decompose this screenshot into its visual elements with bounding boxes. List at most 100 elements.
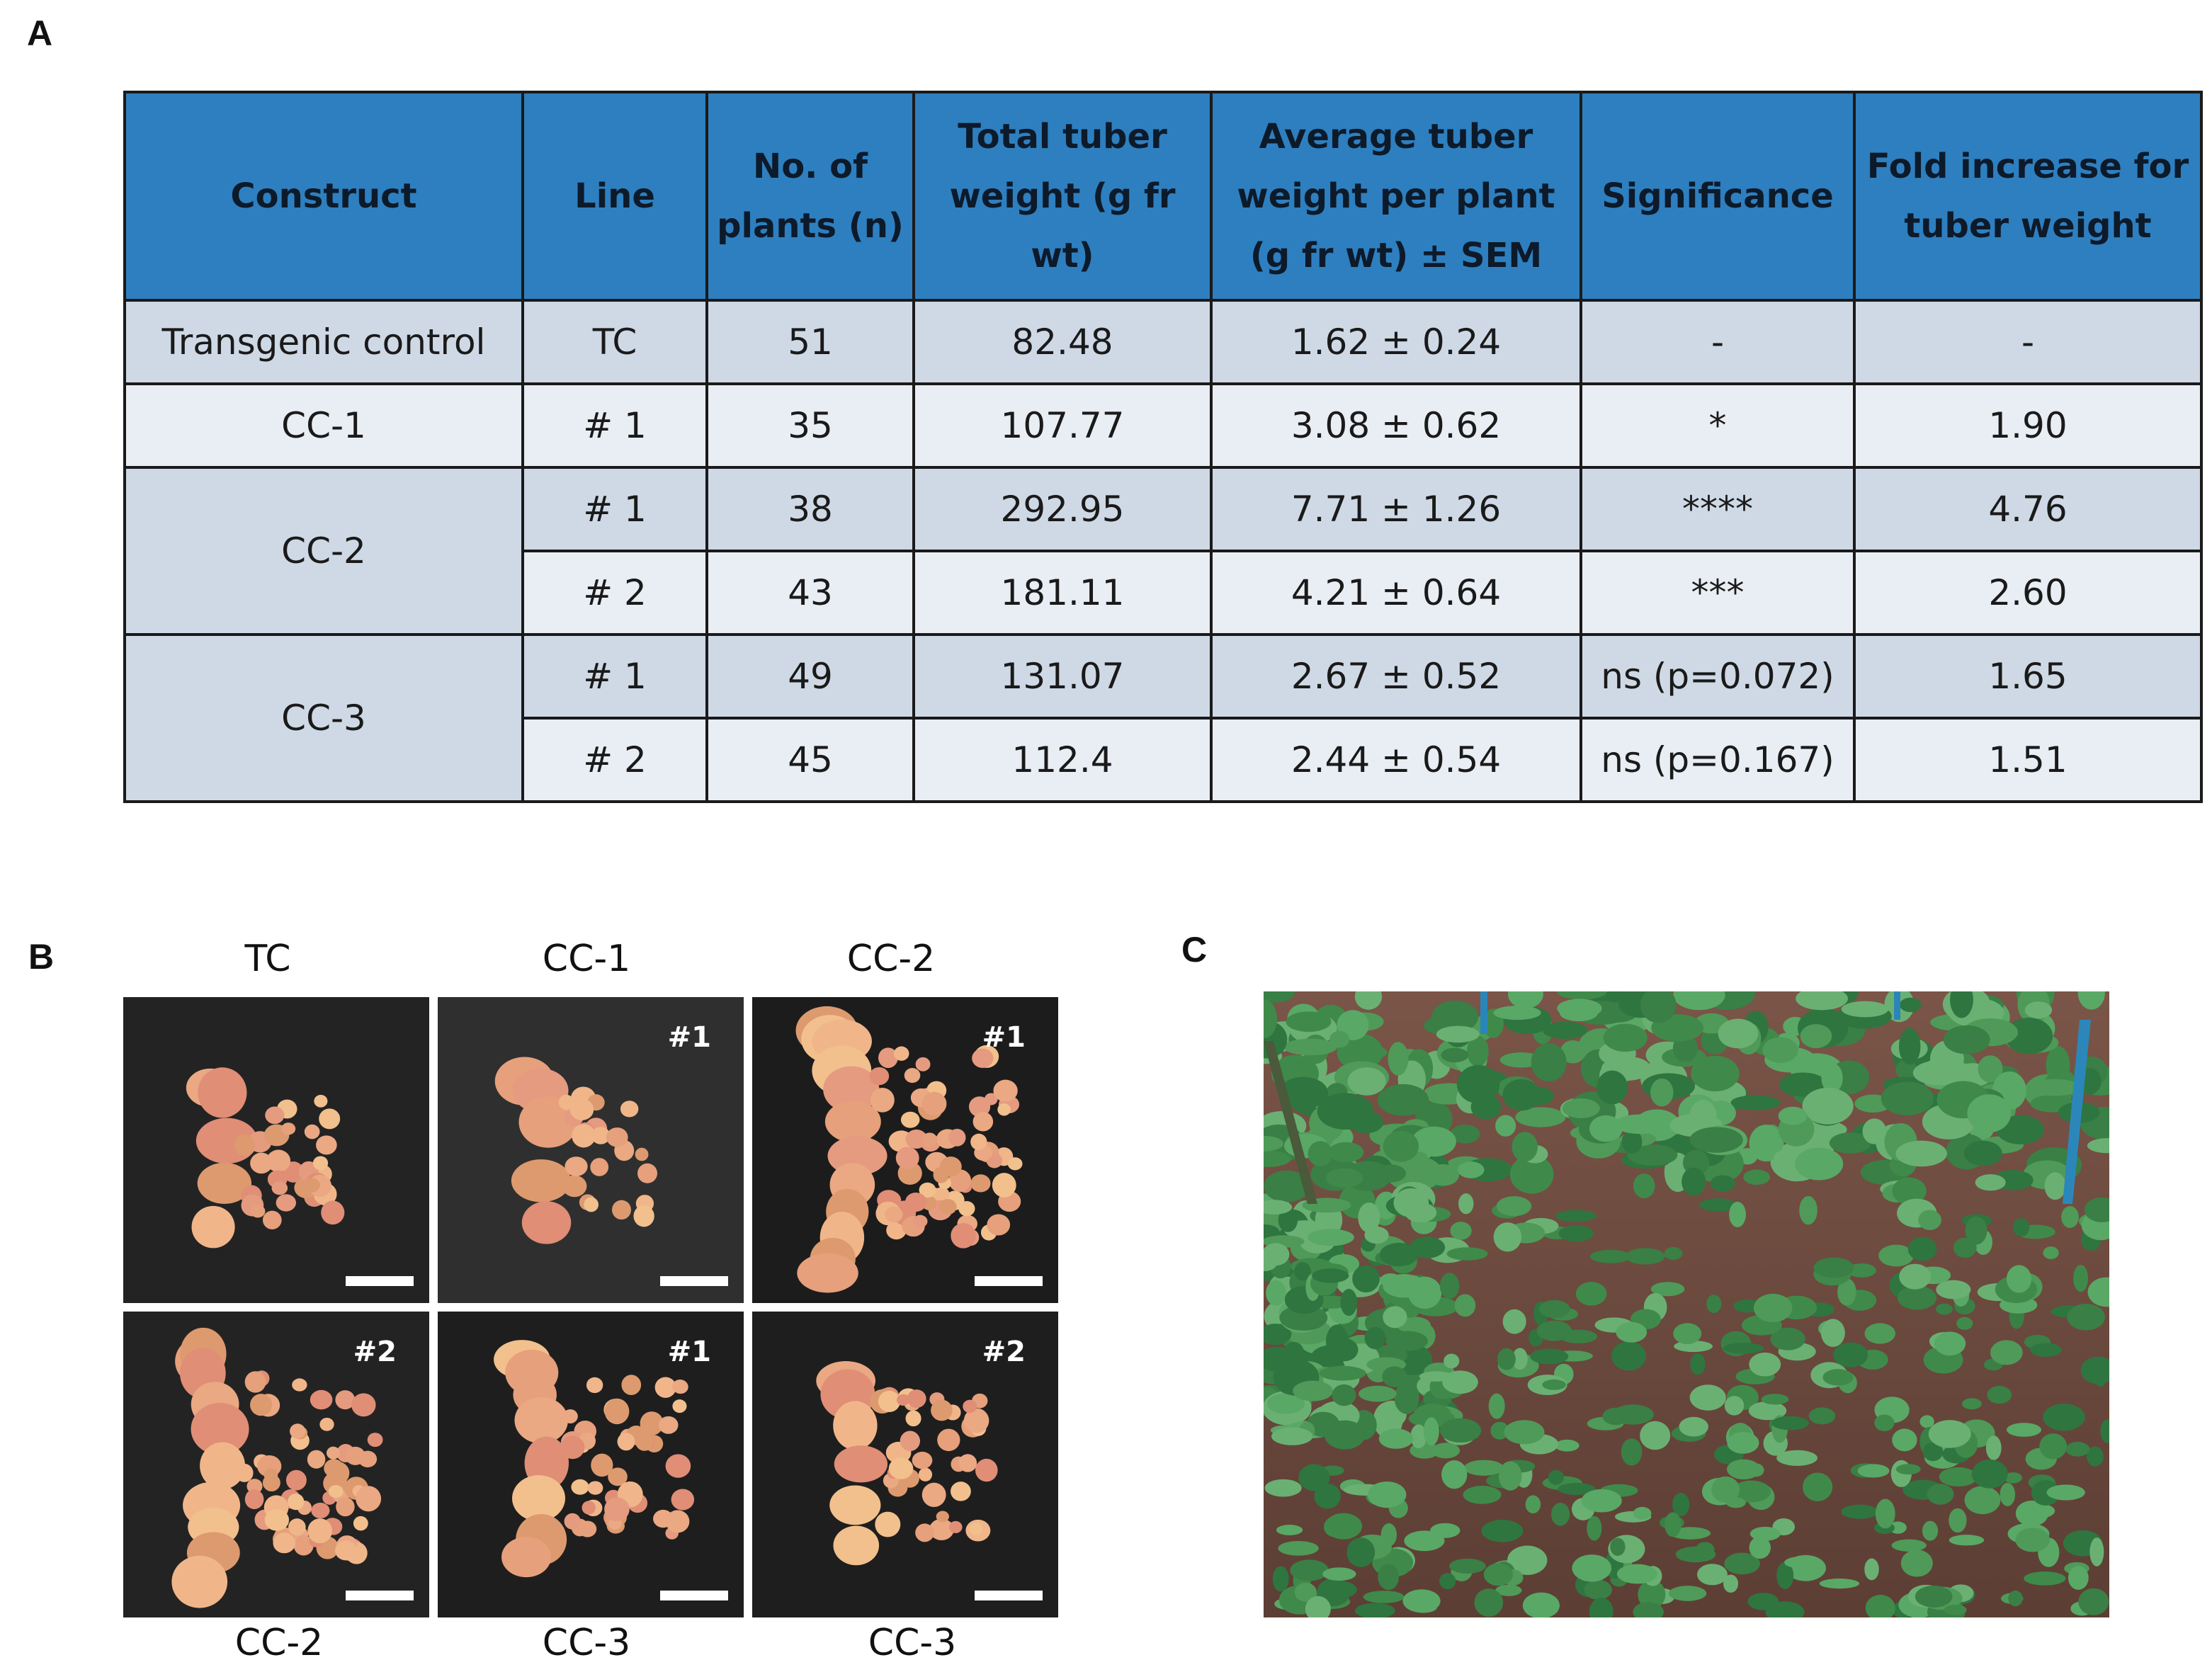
foliage-mark <box>1555 1210 1597 1222</box>
tuber-photo <box>123 997 429 1303</box>
foliage-mark <box>1278 1208 1298 1232</box>
foliage-mark <box>1557 991 1607 1000</box>
tuber-mark <box>900 1431 921 1452</box>
foliage-mark <box>1895 1140 1948 1167</box>
header-construct: Construct <box>123 91 524 302</box>
tuber-photo: #2 <box>752 1312 1058 1617</box>
tuber-mark <box>672 1380 688 1394</box>
foliage-mark <box>1383 1130 1419 1162</box>
foliage-mark <box>1761 1394 1789 1405</box>
foliage-mark <box>1864 1323 1896 1344</box>
foliage-mark <box>1975 1174 2006 1191</box>
cell-sig: *** <box>1579 550 1856 636</box>
foliage-mark <box>1562 1098 1600 1119</box>
foliage-mark <box>1444 1353 1460 1369</box>
foliage-mark <box>1337 1033 1383 1071</box>
foliage-mark <box>1502 1309 1526 1334</box>
cell-line: # 2 <box>521 717 708 803</box>
tuber-mark <box>606 1127 628 1147</box>
cell-line: # 1 <box>521 466 708 552</box>
foliage-mark <box>1405 1202 1437 1223</box>
tuber-mark <box>501 1537 552 1578</box>
foliage-mark <box>1673 991 1725 1011</box>
photo-label-top: CC-2 <box>846 938 936 980</box>
tuber-photo: #1 <box>752 997 1058 1303</box>
photo-label-top: CC-1 <box>542 938 631 980</box>
foliage-mark <box>2061 1206 2079 1228</box>
foliage-mark <box>1504 1420 1545 1445</box>
tuber-mark <box>972 1048 994 1068</box>
tuber-mark <box>564 1513 581 1530</box>
foliage-mark <box>1525 1495 1541 1514</box>
tuber-mark <box>582 1501 596 1515</box>
foliage-mark <box>2044 1172 2066 1200</box>
cell-line: # 2 <box>521 550 708 636</box>
foliage-mark <box>1965 1216 1987 1245</box>
tuber-mark <box>833 1401 878 1450</box>
foliage-mark <box>1813 1257 1854 1278</box>
tuber-mark <box>997 1103 1011 1116</box>
table-row: CC-1 # 1 35 107.77 3.08 ± 0.62 * 1.90 <box>123 382 2203 469</box>
header-average-weight: Average tuber weight per plant (g fr wt) ±… <box>1210 91 1582 302</box>
foliage-mark <box>1375 1164 1407 1183</box>
foliage-mark <box>1864 1558 1879 1581</box>
tuber-photo: #1 <box>438 1312 744 1617</box>
foliage-mark <box>1664 1512 1681 1537</box>
foliage-mark <box>1454 1294 1476 1317</box>
foliage-mark <box>1819 1579 1860 1589</box>
tuber-mark <box>929 1518 954 1540</box>
foliage-mark <box>1272 1566 1289 1592</box>
tuber-mark <box>262 1210 282 1229</box>
foliage-mark <box>2087 1277 2109 1307</box>
foliage-mark <box>1985 1435 2002 1460</box>
foliage-mark <box>1664 1246 1683 1261</box>
scale-bar <box>660 1591 728 1600</box>
tuber-mark <box>191 1205 235 1249</box>
foliage-mark <box>2008 1590 2023 1607</box>
tuber-mark <box>314 1094 328 1108</box>
foliage-mark <box>1803 1472 1833 1501</box>
foliage-mark <box>1927 1484 1954 1505</box>
tuber-mark <box>886 1221 907 1240</box>
foliage-mark <box>1559 1005 1598 1022</box>
tuber-mark <box>611 1200 631 1220</box>
header-significance: Significance <box>1579 91 1856 302</box>
tuber-mark <box>285 1469 307 1491</box>
foliage-mark <box>1895 1464 1921 1475</box>
foliage-mark <box>1388 1042 1409 1076</box>
tuber-mark <box>635 1431 654 1451</box>
tuber-mark <box>292 1378 307 1392</box>
photo-line-tag: #2 <box>982 1336 1026 1368</box>
tuber-mark <box>578 1520 597 1537</box>
foliage-mark <box>1584 1579 1613 1600</box>
cell-n: 49 <box>705 633 915 720</box>
cell-construct: CC-1 <box>123 382 524 469</box>
foliage-mark <box>1943 1025 1990 1054</box>
foliage-mark <box>2067 1303 2105 1331</box>
tuber-mark <box>604 1497 630 1522</box>
cell-construct: CC-2 <box>123 466 524 636</box>
tuber-mark <box>590 1158 609 1176</box>
foliage-mark <box>2068 1566 2089 1590</box>
foliage-mark <box>1672 1492 1690 1517</box>
foliage-mark <box>1493 1222 1522 1252</box>
tuber-mark <box>893 1046 909 1061</box>
foliage-mark <box>1283 1342 1305 1363</box>
tuber-mark <box>950 1482 971 1501</box>
foliage-mark <box>1915 1586 1953 1608</box>
scale-bar <box>346 1276 414 1286</box>
cell-sig: ns (p=0.167) <box>1579 717 1856 803</box>
foliage-mark <box>1511 1132 1538 1162</box>
tuber-mark <box>921 1091 947 1116</box>
foliage-mark <box>2039 1433 2068 1460</box>
foliage-mark <box>1589 1598 1613 1617</box>
foliage-mark <box>2028 1079 2082 1096</box>
cell-avg: 2.44 ± 0.54 <box>1210 717 1582 803</box>
tuber-mark <box>963 1408 989 1433</box>
foliage-mark <box>2006 1265 2032 1293</box>
foliage-mark <box>1419 1371 1453 1382</box>
cell-fold: 1.90 <box>1853 382 2203 469</box>
tuber-mark <box>288 1493 305 1511</box>
foliage-mark <box>1749 1536 1771 1559</box>
foliage-mark <box>1555 1439 1579 1452</box>
